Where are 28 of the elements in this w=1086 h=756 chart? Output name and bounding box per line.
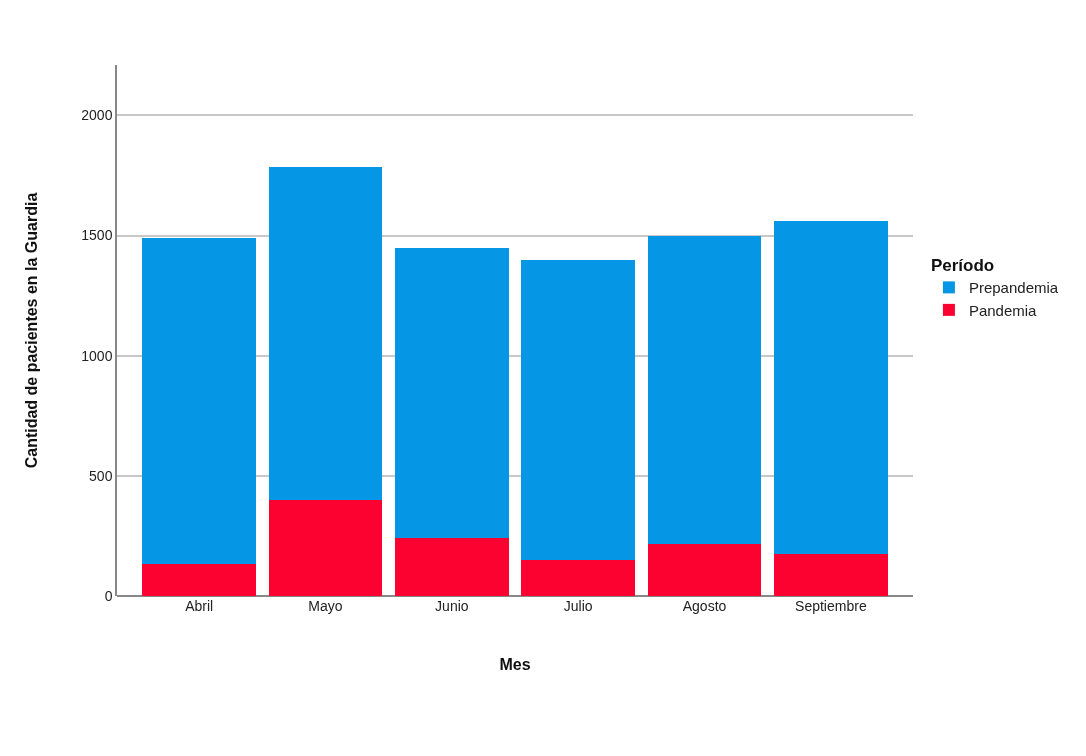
x-tick-label: Septiembre (795, 598, 867, 614)
legend-label: Pandemia (968, 301, 1038, 319)
y-tick-label: 1000 (81, 347, 113, 364)
bar (521, 559, 636, 596)
x-axis-title: Mes (499, 655, 531, 673)
x-tick-label: Agosto (682, 598, 727, 614)
legend-label: Prepandemia (968, 279, 1059, 297)
y-tick-label: 0 (104, 587, 113, 604)
y-tick-label: 1500 (81, 227, 113, 244)
bar (142, 563, 256, 596)
x-tick-label: Julio (563, 598, 593, 614)
bar (774, 221, 888, 554)
y-tick-label: 2000 (81, 107, 113, 124)
bar (521, 259, 636, 560)
x-tick-label: Abril (185, 598, 214, 614)
x-tick-label: Junio (435, 598, 469, 614)
x-tick-label: Mayo (308, 598, 343, 614)
bar (268, 499, 383, 596)
bar (774, 553, 888, 596)
y-tick-label: 500 (89, 467, 113, 484)
bar (394, 538, 509, 596)
bar (394, 247, 509, 539)
bar (647, 235, 762, 545)
bar (142, 238, 256, 564)
y-axis-title: Cantidad de pacientes en la Guardia (22, 192, 40, 469)
bar (647, 544, 762, 596)
legend-title: Período (930, 256, 995, 276)
bar (268, 167, 383, 500)
